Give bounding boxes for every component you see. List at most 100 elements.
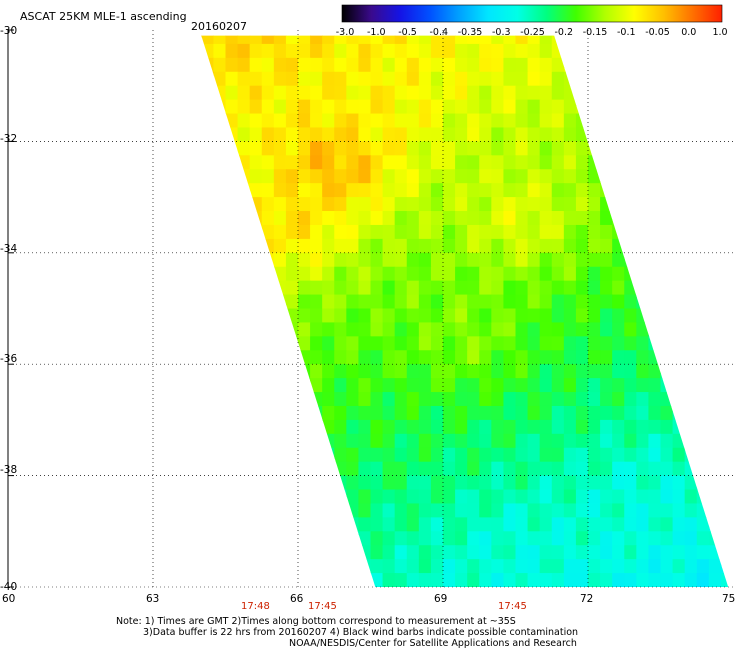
swath-cell <box>720 224 729 240</box>
swath-cell <box>624 336 637 351</box>
swath-cell <box>612 113 625 129</box>
swath-cell <box>588 573 601 588</box>
swath-cell <box>600 447 613 463</box>
swath-cell <box>261 531 275 546</box>
lat-lon-grid <box>8 29 733 588</box>
swath-cell <box>563 308 577 324</box>
swath-cell <box>539 43 553 59</box>
swath-cell <box>322 141 335 156</box>
swath-cell <box>684 433 698 449</box>
swath-cell <box>479 155 492 170</box>
swath-cell <box>503 43 517 59</box>
swath-cell <box>588 419 601 435</box>
swath-cell <box>575 252 589 268</box>
swath-cell <box>600 461 613 477</box>
swath-cell <box>225 405 239 421</box>
swath-cell <box>430 475 444 491</box>
swath-cell <box>370 35 384 45</box>
swath-cell <box>588 280 601 296</box>
swath-cell <box>285 308 299 324</box>
swath-cell <box>600 127 613 142</box>
swath-cell <box>418 419 432 435</box>
swath-cell <box>201 308 202 324</box>
swath-cell <box>588 197 601 212</box>
swath-cell <box>382 378 396 393</box>
swath-cell <box>467 419 480 435</box>
swath-cell <box>708 224 722 240</box>
swath-cell <box>672 336 686 351</box>
swath-cell <box>285 531 299 546</box>
swath-cell <box>684 447 698 463</box>
swath-cell <box>430 169 444 184</box>
swath-cell <box>285 127 299 142</box>
swath-cell <box>273 433 287 449</box>
swath-cell <box>225 266 239 282</box>
swath-cell <box>370 545 384 560</box>
swath-cell <box>479 587 492 588</box>
swath-cell <box>225 531 239 546</box>
swath-cell <box>406 559 420 574</box>
colorbar-tick-label: -0.3 <box>492 27 511 38</box>
swath-cell <box>672 43 686 59</box>
swath-cell <box>455 322 468 337</box>
swath-cell <box>394 211 408 226</box>
swath-cell <box>225 587 239 588</box>
swath-cell <box>708 155 722 170</box>
swath-cell <box>575 475 589 491</box>
swath-cell <box>201 419 215 435</box>
swath-cell <box>563 461 577 477</box>
swath-cell <box>515 336 529 351</box>
swath-cell <box>370 433 384 449</box>
swath-cell <box>455 517 468 532</box>
swath-cell <box>455 224 468 240</box>
swath-cell <box>322 211 335 226</box>
swath-cell <box>237 224 251 240</box>
swath-cell <box>467 71 480 87</box>
swath-cell <box>720 71 729 87</box>
swath-cell <box>430 308 444 324</box>
swath-cell <box>285 475 299 491</box>
swath-cell <box>575 517 589 532</box>
swath-cell <box>201 197 215 212</box>
swath-cell <box>358 447 372 463</box>
swath-cell <box>382 127 396 142</box>
swath-cell <box>310 517 323 532</box>
swath-cell <box>684 57 698 73</box>
swath-cell <box>310 71 323 87</box>
swath-cell <box>177 44 190 59</box>
swath-cell <box>503 308 517 324</box>
swath-cell <box>563 419 577 435</box>
swath-cell <box>588 141 601 156</box>
swath-cell <box>515 587 529 588</box>
swath-cell <box>503 447 517 463</box>
swath-cell <box>213 71 227 87</box>
swath-cell <box>261 197 275 212</box>
swath-cell <box>479 183 492 198</box>
swath-cell <box>310 364 323 379</box>
swath-cell <box>334 99 347 115</box>
swath-cell <box>491 350 505 365</box>
swath-cell <box>648 211 662 226</box>
swath-cell <box>696 294 710 310</box>
swath-cell <box>455 336 468 351</box>
swath-cell <box>575 85 589 101</box>
swath-cell <box>720 573 729 588</box>
swath-cell <box>285 517 299 532</box>
swath-cell <box>648 364 662 379</box>
swath-cell <box>358 266 372 282</box>
swath-cell <box>527 573 541 588</box>
swath-cell <box>394 447 408 463</box>
swath-cell <box>237 489 251 505</box>
swath-cell <box>201 378 215 393</box>
swath-cell <box>273 238 287 254</box>
swath-cell <box>213 85 227 101</box>
swath-cell <box>322 531 335 546</box>
swath-cell <box>273 57 287 73</box>
swath-cell <box>503 294 517 310</box>
swath-cell <box>455 559 468 574</box>
swath-cell <box>285 85 299 101</box>
swath-cell <box>249 489 263 505</box>
swath-cell <box>443 322 456 337</box>
swath-cell <box>177 490 190 505</box>
swath-cell <box>624 419 637 435</box>
